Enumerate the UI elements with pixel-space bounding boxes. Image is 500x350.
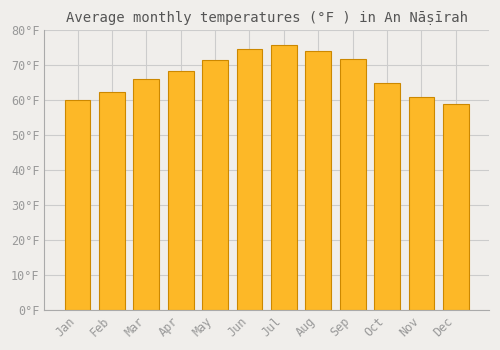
Bar xyxy=(202,60,228,310)
Bar xyxy=(99,92,125,310)
Bar xyxy=(443,104,468,310)
Bar xyxy=(340,59,365,310)
Title: Average monthly temperatures (°F ) in An Nāṣīrah: Average monthly temperatures (°F ) in An… xyxy=(66,11,468,25)
Bar xyxy=(168,71,194,310)
Bar xyxy=(374,83,400,310)
Bar xyxy=(306,51,331,310)
Bar xyxy=(64,100,90,310)
Bar xyxy=(271,45,297,310)
Bar xyxy=(236,49,262,310)
Bar xyxy=(408,97,434,310)
Bar xyxy=(134,79,159,310)
